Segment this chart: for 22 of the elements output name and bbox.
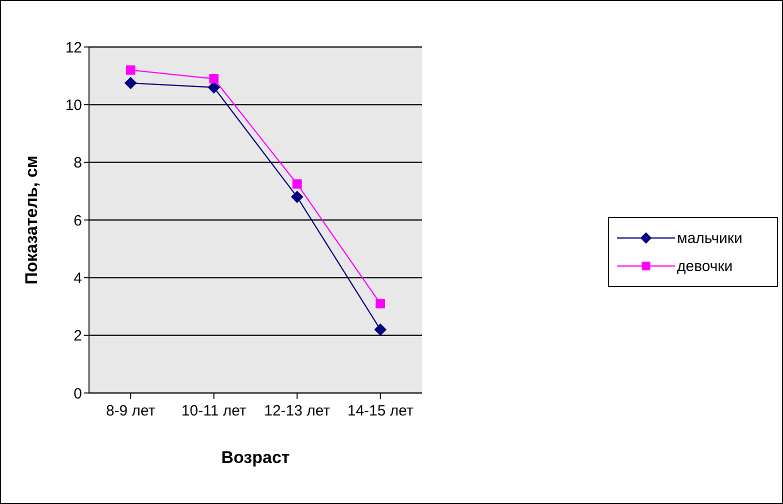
- point: [292, 179, 302, 189]
- y-tick-label: 2: [74, 328, 82, 345]
- y-tick-label: 4: [74, 270, 82, 287]
- point: [126, 65, 136, 75]
- legend-label: мальчики: [677, 230, 742, 246]
- y-tick-label: 12: [65, 39, 82, 56]
- x-tick-label: 14-15 лет: [347, 402, 414, 420]
- x-tick-label: 12-13 лет: [264, 402, 330, 420]
- x-tick-label: 10-11 лет: [181, 402, 246, 420]
- y-axis-title: Показатель, см: [22, 156, 42, 284]
- point: [291, 190, 304, 203]
- point: [209, 74, 219, 84]
- point: [124, 77, 137, 90]
- y-tick-label: 0: [74, 385, 82, 402]
- y-tick-label: 6: [74, 212, 82, 230]
- x-tick-label: 8-9 лет: [106, 402, 156, 420]
- legend-label: девочки: [677, 258, 733, 274]
- x-axis-title: Возраст: [221, 448, 290, 467]
- point: [374, 324, 386, 336]
- y-tick-label: 10: [65, 96, 82, 114]
- y-tick-label: 8: [74, 154, 82, 172]
- point: [376, 298, 386, 308]
